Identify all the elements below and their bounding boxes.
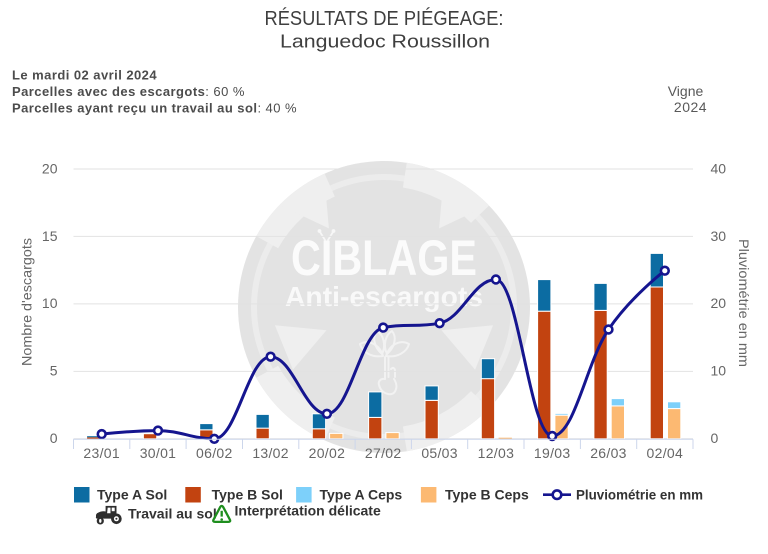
svg-text:06/02: 06/02: [196, 445, 233, 461]
svg-text:Languedoc Roussillon: Languedoc Roussillon: [280, 32, 490, 52]
svg-text:2024: 2024: [674, 99, 707, 115]
svg-text:Type A Sol: Type A Sol: [97, 487, 167, 503]
svg-text:20/02: 20/02: [309, 445, 346, 461]
svg-text:12/03: 12/03: [478, 445, 515, 461]
svg-text:0: 0: [711, 430, 719, 446]
svg-text:CIBLAGE: CIBLAGE: [291, 230, 477, 286]
svg-text:Le mardi 02 avril 2024: Le mardi 02 avril 2024: [12, 68, 157, 83]
svg-text:23/01: 23/01: [83, 445, 120, 461]
svg-text:Type B Sol: Type B Sol: [212, 487, 283, 503]
svg-text:40: 40: [711, 160, 727, 176]
svg-text:Type B Ceps: Type B Ceps: [445, 487, 529, 503]
svg-text:30/01: 30/01: [140, 445, 177, 461]
svg-text:RÉSULTATS DE PIÉGEAGE:: RÉSULTATS DE PIÉGEAGE:: [265, 7, 504, 30]
svg-text:26/03: 26/03: [590, 445, 627, 461]
svg-text:0: 0: [50, 430, 58, 446]
svg-text:Travail au sol: Travail au sol: [128, 506, 217, 522]
svg-text:Nombre d'escargots: Nombre d'escargots: [19, 238, 35, 366]
svg-text:02/04: 02/04: [647, 445, 684, 461]
svg-text:20: 20: [42, 160, 58, 176]
svg-text:13/02: 13/02: [252, 445, 289, 461]
svg-text:Parcelles avec des escargots:: Parcelles avec des escargots: 60 %: [12, 84, 245, 99]
svg-text:15: 15: [42, 228, 58, 244]
svg-text:Type A Ceps: Type A Ceps: [320, 487, 403, 503]
svg-text:Parcelles ayant reçu un travai: Parcelles ayant reçu un travail au sol: …: [12, 101, 297, 116]
svg-text:Interprétation délicate: Interprétation délicate: [235, 503, 381, 519]
svg-text:19/03: 19/03: [534, 445, 571, 461]
svg-text:10: 10: [711, 363, 727, 379]
svg-text:30: 30: [711, 228, 727, 244]
svg-text:Pluviométrie en mm: Pluviométrie en mm: [576, 487, 703, 503]
svg-text:05/03: 05/03: [421, 445, 458, 461]
svg-text:20: 20: [711, 295, 727, 311]
svg-text:5: 5: [50, 363, 58, 379]
svg-text:10: 10: [42, 295, 58, 311]
svg-text:Anti-escargots: Anti-escargots: [285, 281, 483, 312]
svg-text:27/02: 27/02: [365, 445, 402, 461]
svg-text:Vigne: Vigne: [668, 83, 704, 99]
svg-text:Pluviométrie en mm: Pluviométrie en mm: [736, 239, 752, 367]
